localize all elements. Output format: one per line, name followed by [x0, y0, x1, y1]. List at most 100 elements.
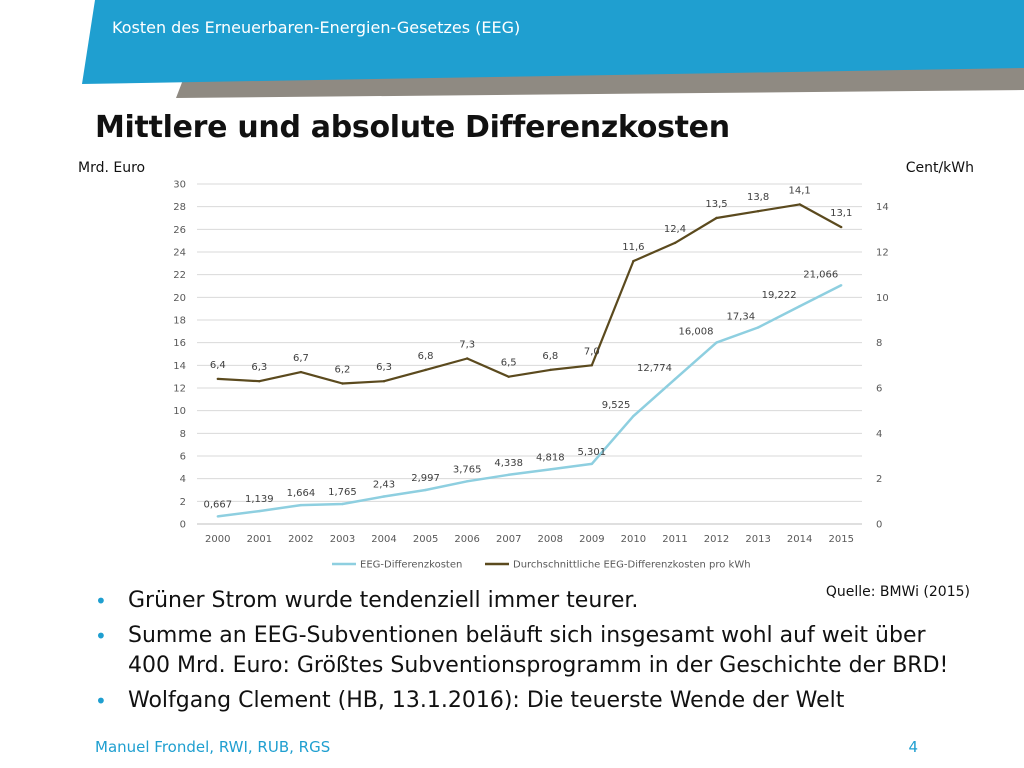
data-label: 6,3 — [376, 362, 392, 373]
y-left-tick-label: 12 — [173, 384, 186, 395]
bullet-icon: • — [95, 689, 107, 713]
header-title: Kosten des Erneuerbaren-Energien-Gesetze… — [112, 18, 521, 37]
data-point — [507, 473, 510, 476]
x-tick-label: 2007 — [496, 534, 521, 545]
y-left-tick-label: 2 — [180, 497, 186, 508]
data-label: 3,765 — [453, 464, 482, 475]
data-label: 1,664 — [287, 488, 316, 499]
data-label: 9,525 — [602, 400, 631, 411]
data-label: 1,139 — [245, 494, 274, 505]
y-left-tick-label: 10 — [173, 406, 186, 417]
data-label: 13,5 — [705, 199, 727, 210]
source-note: Quelle: BMWi (2015) — [825, 584, 970, 600]
data-label: 6,8 — [542, 351, 558, 362]
data-label: 5,301 — [578, 447, 607, 458]
left-axis-unit-label: Mrd. Euro — [78, 160, 146, 176]
y-right-tick-label: 0 — [876, 520, 882, 531]
x-tick-label: 2009 — [579, 534, 604, 545]
data-label: 4,818 — [536, 452, 565, 463]
x-tick-label: 2010 — [621, 534, 646, 545]
data-label: 6,3 — [251, 362, 267, 373]
page-number: 4 — [908, 738, 918, 756]
data-label: 2,43 — [373, 479, 395, 490]
y-right-tick-label: 4 — [876, 429, 882, 440]
bullet-item: • Grüner Strom wurde tendenziell immer te… — [95, 586, 965, 616]
data-point — [382, 495, 386, 498]
data-label: 12,4 — [664, 224, 686, 235]
data-point — [840, 225, 843, 229]
bullet-icon: • — [95, 589, 107, 613]
data-point — [258, 380, 261, 383]
data-point — [258, 509, 261, 513]
y-left-tick-label: 16 — [173, 338, 186, 349]
data-point — [632, 414, 635, 418]
y-left-tick-label: 4 — [180, 474, 186, 485]
data-label: 17,34 — [726, 311, 755, 322]
data-label: 7,0 — [584, 346, 600, 357]
data-point — [715, 341, 718, 344]
data-label: 13,8 — [747, 192, 769, 203]
series-line-per-kwh — [217, 203, 842, 385]
data-label: 14,1 — [789, 185, 811, 196]
data-point — [216, 377, 219, 381]
y-left-tick-label: 20 — [173, 293, 186, 304]
bullet-text: Grüner Strom wurde tendenziell immer teu… — [128, 588, 639, 613]
data-point — [715, 216, 718, 220]
bullet-item: • Summe an EEG-Subventionen beläuft sich … — [95, 621, 965, 681]
x-tick-label: 2012 — [704, 534, 729, 545]
data-label: 6,5 — [501, 358, 517, 369]
data-point — [632, 259, 635, 263]
data-point — [756, 326, 760, 329]
x-tick-label: 2004 — [371, 534, 396, 545]
data-label: 12,774 — [637, 363, 672, 374]
x-tick-label: 2011 — [662, 534, 687, 545]
x-tick-label: 2001 — [247, 534, 272, 545]
y-left-tick-label: 14 — [173, 361, 186, 372]
data-label: 11,6 — [622, 242, 644, 253]
bullet-item: • Wolfgang Clement (HB, 13.1.2016): Die t… — [95, 686, 965, 716]
data-label: 1,765 — [328, 487, 357, 498]
y-left-tick-label: 24 — [173, 248, 186, 259]
data-point — [466, 480, 469, 483]
data-point — [299, 370, 303, 374]
x-tick-label: 2006 — [454, 534, 479, 545]
y-left-tick-label: 28 — [173, 202, 186, 213]
x-tick-label: 2003 — [330, 534, 355, 545]
x-tick-label: 2015 — [828, 534, 853, 545]
data-point — [466, 357, 469, 360]
y-right-tick-label: 12 — [876, 248, 889, 259]
data-point — [299, 503, 303, 507]
y-left-tick-label: 6 — [180, 452, 186, 463]
data-point — [673, 378, 677, 381]
y-right-tick-label: 10 — [876, 293, 889, 304]
page-title: Mittlere und absolute Differenzkosten — [95, 110, 730, 145]
data-label: 2,997 — [411, 473, 440, 484]
y-left-tick-label: 0 — [180, 520, 186, 531]
data-point — [507, 375, 510, 378]
data-point — [590, 462, 593, 466]
y-left-tick-label: 8 — [180, 429, 186, 440]
x-tick-label: 2014 — [787, 534, 812, 545]
data-point — [840, 284, 843, 287]
data-label: 19,222 — [762, 290, 797, 301]
header-banner — [82, 0, 1024, 98]
bullet-list: • Grüner Strom wurde tendenziell immer te… — [95, 586, 965, 721]
data-label: 6,7 — [293, 353, 309, 364]
data-label: 13,1 — [830, 208, 852, 219]
y-left-tick-label: 26 — [173, 225, 186, 236]
x-tick-label: 2013 — [745, 534, 770, 545]
data-point — [798, 203, 801, 206]
y-right-tick-label: 8 — [876, 338, 882, 349]
data-label: 6,4 — [210, 360, 226, 371]
data-point — [756, 210, 760, 213]
x-tick-label: 2002 — [288, 534, 313, 545]
bullet-text: Summe an EEG-Subventionen beläuft sich i… — [128, 623, 949, 678]
x-tick-label: 2000 — [205, 534, 230, 545]
data-point — [798, 305, 801, 308]
right-axis-unit-label: Cent/kWh — [905, 160, 974, 176]
legend-label: Durchschnittliche EEG-Differenzkosten pr… — [513, 560, 751, 571]
data-point — [549, 468, 552, 471]
data-point — [424, 488, 427, 492]
data-label: 7,3 — [459, 340, 475, 351]
y-left-tick-label: 22 — [173, 270, 186, 281]
